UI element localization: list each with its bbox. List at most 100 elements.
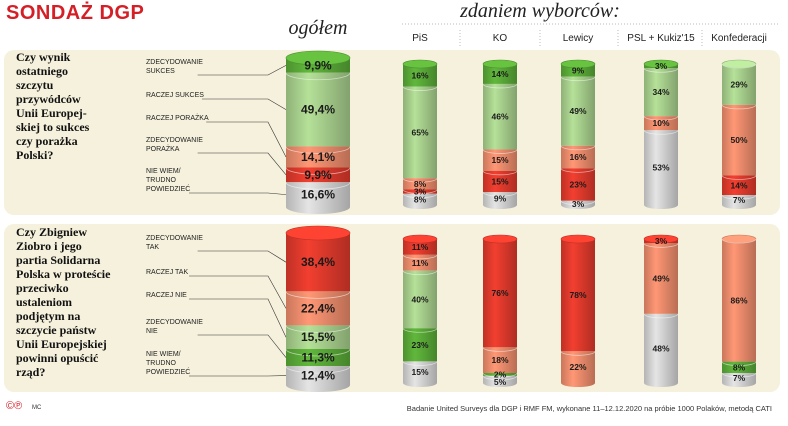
party-bar-label: 7% (733, 373, 746, 383)
party-bar-segment (561, 145, 595, 169)
question-text: podjętym na (16, 309, 80, 323)
party-bar-label: 16% (569, 152, 586, 162)
overall-bar-base (286, 200, 350, 214)
party-bar-divider (560, 200, 596, 206)
party-bar-divider (721, 194, 757, 200)
party-bar-top (643, 234, 679, 244)
party-bar-segment (403, 178, 437, 190)
party-bar-divider (721, 104, 757, 110)
party-bar-label: 49% (652, 274, 669, 284)
overall-bar-divider (285, 72, 351, 81)
party-bar-divider (482, 375, 518, 381)
question-text: przeciwko (16, 281, 69, 295)
party-bar-top (482, 59, 518, 69)
party-bar-divider (643, 68, 679, 73)
party-bar-label: 78% (569, 290, 586, 300)
party-bar-label: 10% (652, 118, 669, 128)
party-bar-label: 11% (412, 258, 429, 268)
party-bar-divider (402, 193, 438, 199)
legend-label: RACZEJ SUKCES (146, 92, 204, 99)
party-bar-label: 5% (494, 377, 507, 387)
overall-bar-divider (285, 348, 351, 357)
legend-connector (201, 98, 287, 110)
party-bar-segment (644, 243, 678, 314)
overall-bar-divider (285, 167, 351, 175)
overall-bar-label: 22,4% (301, 301, 335, 315)
party-bar-base (722, 201, 756, 209)
legend-label: ZDECYDOWANIE (146, 235, 203, 242)
party-bar-divider (721, 361, 757, 367)
party-bar-label: 15% (491, 155, 508, 165)
party-bar-divider (560, 351, 596, 356)
legend-label: TRUDNO (146, 177, 176, 184)
overall-bar-label: 12,4% (301, 369, 335, 383)
party-bar-segment (483, 64, 517, 84)
party-bar-label: 40% (411, 294, 428, 304)
party-bar-segment (722, 104, 756, 176)
overall-bar-segment (286, 291, 350, 326)
voters-header: zdaniem wyborców: (459, 0, 620, 22)
party-bar-base (722, 379, 756, 387)
legend-connector (197, 334, 287, 358)
overall-bar-divider (285, 325, 351, 333)
overall-bar-divider (285, 291, 351, 299)
question-text: rząd? (16, 365, 45, 379)
legend-label: TRUDNO (146, 360, 176, 367)
question-text: szczycie państw (16, 323, 97, 337)
party-bar-segment (403, 270, 437, 329)
question-text: Ziobro i jego (16, 239, 82, 253)
question-text: Unii Europej- (16, 106, 87, 120)
party-bar-divider (402, 189, 438, 194)
question-text: ustaleniom (16, 295, 72, 309)
party-bar-segment (403, 86, 437, 179)
party-bar-segment (403, 64, 437, 87)
party-bar-label: 29% (730, 79, 747, 89)
source-note: Badanie United Surveys dla DGP i RMF FM,… (406, 404, 772, 413)
column-header: PiS (412, 33, 428, 44)
legend-connector (197, 250, 287, 263)
party-bar-divider (482, 372, 518, 378)
column-header: Lewicy (563, 33, 594, 44)
question-text: czy porażka (16, 134, 78, 148)
legend-label: SUKCES (146, 68, 175, 75)
overall-bar-label: 9,9% (304, 58, 332, 72)
overall-bar-segment (286, 72, 350, 147)
overall-bar-segment (286, 348, 350, 367)
party-bar-segment (483, 373, 517, 376)
party-bar-divider (560, 145, 596, 151)
party-bar-divider (402, 178, 438, 183)
party-bar-segment (722, 64, 756, 105)
party-bar-segment (403, 239, 437, 255)
overall-bar-label: 11,3% (301, 351, 335, 365)
party-bar-label: 34% (652, 87, 669, 97)
legend-connector (189, 192, 287, 195)
legend-connector (189, 298, 287, 338)
party-bar-label: 15% (491, 177, 508, 187)
party-bar-divider (721, 372, 757, 378)
party-bar-divider (643, 243, 679, 248)
column-header: PSL + Kukiz'15 (627, 33, 695, 44)
question-text: powinni opuścić (16, 351, 99, 365)
party-bar-segment (403, 361, 437, 383)
author-initials: MC (32, 405, 42, 411)
party-bar-segment (403, 193, 437, 205)
party-bar-divider (643, 116, 679, 121)
party-bar-label: 48% (652, 343, 669, 353)
legend-label: RACZEJ PORAŻKA (146, 113, 209, 122)
party-bar-divider (402, 254, 438, 260)
party-bar-label: 49% (569, 106, 586, 116)
legend-label: ZDECYDOWANIE (146, 59, 203, 66)
party-bar-divider (721, 175, 757, 180)
party-bar-label: 22% (569, 362, 586, 372)
overall-bar-label: 38,4% (301, 255, 335, 269)
legend-label: NIE WIEM/ (146, 168, 181, 175)
party-bar-label: 9% (494, 194, 507, 204)
legend-label: POWIEDZIEĆ (146, 184, 190, 193)
party-bar-label: 8% (733, 362, 746, 372)
overall-bar-top (285, 50, 351, 66)
party-bar-top (482, 234, 518, 244)
legend-connector (197, 65, 287, 76)
column-header: KO (493, 33, 508, 44)
party-bar-segment (403, 254, 437, 271)
